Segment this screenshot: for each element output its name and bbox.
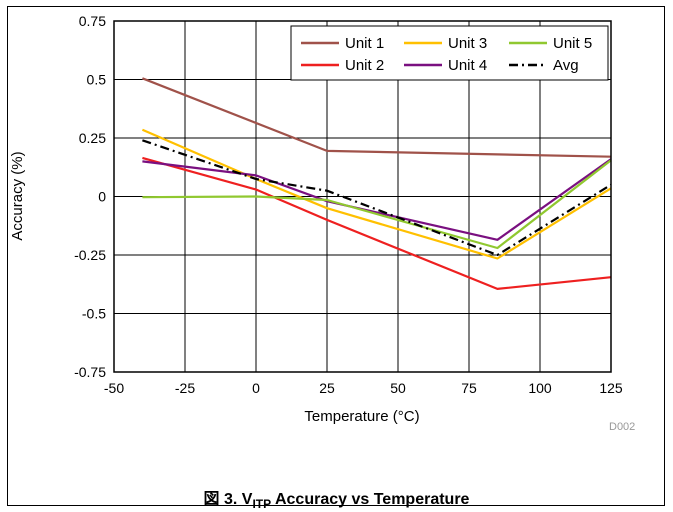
figure-frame [7, 6, 665, 506]
caption-subscript: ITP [252, 497, 272, 512]
y-tick-label: 0.5 [87, 72, 107, 88]
series-line-avg [142, 139, 612, 257]
series-line-unit-2 [142, 156, 612, 290]
series-layer [141, 77, 612, 290]
series-line-unit-4 [142, 158, 612, 241]
legend: Unit 1 Unit 3 Unit 5 Unit 2 Unit 4 Avg [290, 25, 609, 81]
x-tick-label: 0 [252, 380, 260, 396]
series-line-unit-3 [141, 128, 612, 260]
caption-suffix: Accuracy vs Temperature [271, 491, 470, 508]
x-tick-label: -25 [175, 380, 195, 396]
x-tick-label: 25 [319, 380, 335, 396]
series-line-unit-1 [141, 77, 612, 158]
x-tick-label: 50 [390, 380, 406, 396]
x-tick-label: 100 [528, 380, 552, 396]
y-axis-label: Accuracy (%) [9, 151, 26, 240]
series-line-unit-5 [142, 159, 612, 250]
caption-prefix: 図 3. V [203, 491, 253, 508]
y-tick-label: 0.75 [79, 13, 106, 29]
legend-label: Unit 2 [345, 57, 384, 74]
legend-label: Unit 3 [448, 35, 487, 52]
x-axis-label: Temperature (°C) [304, 408, 419, 425]
legend-label: Unit 5 [553, 35, 592, 52]
legend-box [290, 25, 609, 81]
y-tick-label: 0 [98, 189, 106, 205]
plot-border [113, 20, 612, 373]
y-tick-label: -0.5 [82, 306, 106, 322]
accuracy-chart: -50 -25 0 25 50 75 100 125 0.75 0.5 0.25 0 -0.25 -0.5… [9, 13, 635, 433]
legend-label: Unit 1 [345, 35, 384, 52]
y-tick-label: -0.75 [74, 364, 106, 380]
x-tick-label: 75 [461, 380, 477, 396]
axes: -50 -25 0 25 50 75 100 125 0.75 0.5 0.25 0 -0.25 -0.5… [74, 13, 623, 396]
y-tick-label: -0.25 [74, 247, 106, 263]
legend-label: Avg [553, 57, 579, 74]
figure-code: D002 [609, 421, 635, 433]
y-tick-label: 0.25 [79, 130, 106, 146]
figure-caption: 図 3. VITP Accuracy vs Temperature [0, 485, 673, 511]
x-tick-label: -50 [104, 380, 124, 396]
legend-label: Unit 4 [448, 57, 487, 74]
x-tick-label: 125 [599, 380, 623, 396]
